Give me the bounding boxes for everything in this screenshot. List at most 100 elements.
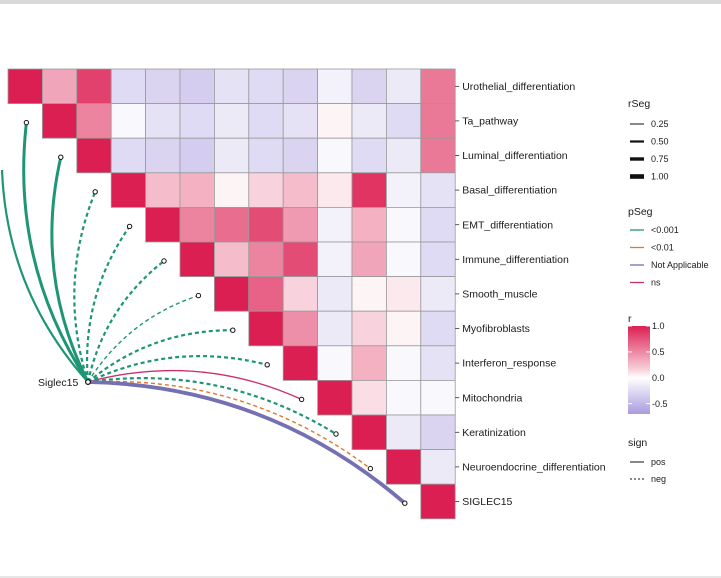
heatmap-cell: [385, 241, 422, 277]
heatmap-cell: [420, 345, 456, 381]
legend-label: <0.001: [651, 225, 679, 235]
heatmap-cell: [385, 310, 422, 347]
heatmap-cell: [317, 206, 353, 243]
legend-r-colorbar: r 1.0 0.5 0.0 -0.5: [628, 313, 668, 414]
heatmap-cell: [179, 172, 215, 208]
heatmap-cell: [7, 68, 43, 104]
heatmap-cell: [420, 414, 456, 450]
heatmap-cell: [213, 137, 250, 174]
heatmap-cell: [110, 68, 146, 104]
heatmap-cell: [317, 345, 353, 381]
link-line: [73, 191, 97, 383]
legend-label: 0.50: [651, 137, 669, 147]
link-line: [87, 377, 337, 435]
heatmap-cell: [420, 172, 456, 208]
link-line: [86, 260, 165, 383]
link-endpoint: [230, 327, 236, 333]
heatmap-cell: [351, 276, 387, 312]
heatmap-cell: [351, 310, 387, 347]
heatmap-cell: [248, 103, 284, 139]
row-label: Neuroendocrine_differentiation: [462, 462, 606, 474]
link-endpoints: Siglec15: [23, 119, 408, 506]
heatmap-cell: [385, 103, 422, 139]
heatmap-cell: [317, 276, 353, 312]
heatmap-cell: [145, 103, 181, 139]
link-endpoint: [367, 465, 374, 472]
link-endpoint: [92, 189, 98, 195]
heatmap-cell: [385, 414, 422, 450]
row-label: SIGLEC15: [462, 496, 512, 508]
link-line: [87, 369, 302, 401]
heatmap-cell: [420, 241, 456, 277]
heatmap-cell: [213, 241, 250, 277]
link-line: [87, 294, 199, 383]
link-line: [87, 380, 371, 470]
link-endpoint: [58, 154, 64, 160]
heatmap-cell: [213, 276, 250, 312]
link-lines: [0, 122, 407, 505]
focal-node: [84, 379, 91, 386]
legend-pseg: pSeg <0.001 <0.01 Not Applicable ns: [628, 206, 709, 288]
heatmap-cell: [351, 379, 387, 416]
heatmap-cell: [317, 379, 353, 416]
heatmap-cell: [145, 206, 181, 243]
heatmap-cell: [145, 68, 181, 104]
heatmap-cell: [282, 206, 319, 243]
link-line: [0, 169, 89, 383]
row-label: Basal_differentiation: [462, 185, 557, 197]
heatmap-cell: [248, 241, 284, 277]
heatmap-cell: [110, 172, 146, 208]
heatmap-cell: [248, 172, 284, 208]
heatmap-cell: [317, 310, 353, 347]
window-bottom-bar: [0, 576, 721, 578]
row-label: Ta_pathway: [462, 116, 519, 128]
heatmap-cell: [420, 379, 456, 416]
row-label: Interferon_response: [462, 358, 556, 370]
heatmap-cell: [179, 206, 215, 243]
legend-title: rSeg: [628, 98, 650, 110]
heatmap-cell: [420, 310, 456, 347]
heatmap-cell: [76, 137, 112, 174]
heatmap-cell: [420, 449, 456, 485]
row-label: Urothelial_differentiation: [462, 81, 575, 93]
heatmap-cell: [420, 483, 456, 520]
heatmap-cell: [213, 206, 250, 243]
colorbar-tick-label: -0.5: [652, 399, 668, 409]
heatmap-cell: [385, 345, 422, 381]
heatmap-cell: [282, 172, 319, 208]
heatmap-cell: [282, 68, 319, 104]
legend-title: r: [628, 313, 632, 325]
heatmap-cell: [145, 172, 181, 208]
link-line: [87, 355, 268, 383]
link-endpoint: [402, 500, 408, 506]
heatmap-cell: [282, 345, 319, 381]
heatmap-cells: [7, 68, 456, 520]
legend-label: Not Applicable: [651, 260, 709, 270]
heatmap-cell: [248, 276, 284, 312]
link-endpoint: [298, 396, 305, 403]
heatmap-cell: [42, 68, 78, 104]
link-line: [87, 380, 407, 505]
row-labels: Urothelial_differentiation Ta_pathway Lumi…: [455, 81, 606, 508]
heatmap-cell: [420, 276, 456, 312]
link-endpoint: [264, 362, 270, 368]
heatmap-cell: [76, 68, 112, 104]
row-label: Myofibroblasts: [462, 323, 530, 335]
heatmap-cell: [317, 241, 353, 277]
row-label: Mitochondria: [462, 392, 522, 404]
heatmap-cell: [42, 103, 78, 139]
heatmap-cell: [179, 137, 215, 174]
legend-label: 0.75: [651, 154, 669, 164]
heatmap-cell: [76, 103, 112, 139]
legend-title: sign: [628, 437, 647, 449]
heatmap-cell: [351, 172, 387, 208]
colorbar: [628, 326, 650, 414]
legend-label: ns: [651, 278, 661, 288]
focal-label: Siglec15: [38, 377, 78, 389]
legend-label: 0.25: [651, 119, 669, 129]
heatmap-cell: [213, 172, 250, 208]
row-label: Immune_differentiation: [462, 254, 569, 266]
heatmap-cell: [420, 68, 456, 104]
heatmap-cell: [282, 103, 319, 139]
